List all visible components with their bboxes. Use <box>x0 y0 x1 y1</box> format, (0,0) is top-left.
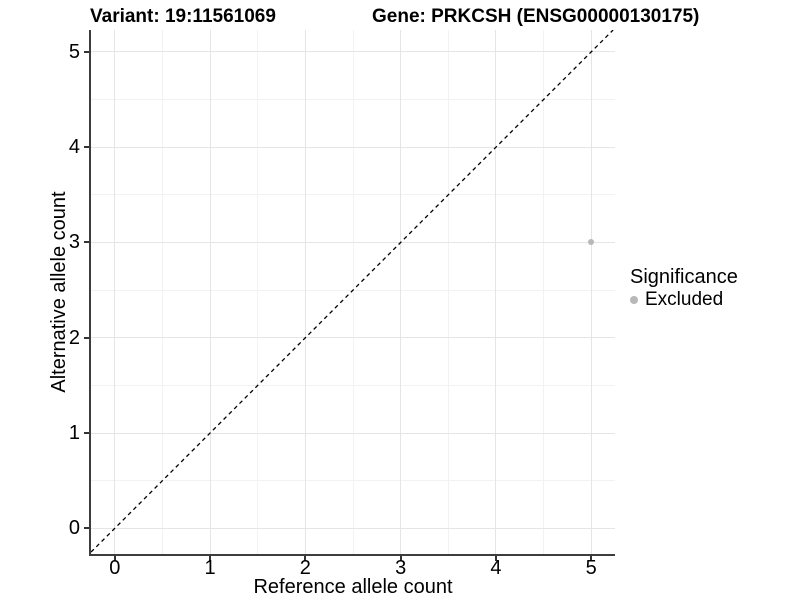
major-gridline-x <box>400 30 402 554</box>
legend: Significance Excluded <box>630 266 738 310</box>
y-axis-tick <box>84 241 89 244</box>
minor-gridline-x <box>352 30 354 554</box>
minor-gridline-x <box>161 30 163 554</box>
plot-panel <box>89 30 615 556</box>
gene-title: Gene: PRKCSH (ENSG00000130175) <box>372 6 700 27</box>
legend-entry-label: Excluded <box>645 289 724 310</box>
major-gridline-x <box>304 30 306 554</box>
x-axis-title: Reference allele count <box>253 576 453 598</box>
x-tick-label: 3 <box>395 557 407 579</box>
legend-entries: Excluded <box>630 289 738 310</box>
x-axis-tick <box>304 556 307 561</box>
x-tick-label: 5 <box>585 557 597 579</box>
major-gridline-y <box>91 51 615 53</box>
major-gridline-y <box>91 337 615 339</box>
legend-title: Significance <box>630 266 738 288</box>
y-axis-title: Alternative allele count <box>48 191 70 393</box>
identity-line <box>91 30 614 553</box>
major-gridline-y <box>91 241 615 243</box>
minor-gridline-x <box>257 30 259 554</box>
x-axis-tick <box>494 556 497 561</box>
y-tick-label: 5 <box>68 40 80 63</box>
major-gridline-x <box>590 30 592 554</box>
minor-gridline-y <box>91 384 615 386</box>
legend-entry: Excluded <box>630 289 738 310</box>
x-axis-tick <box>209 556 212 561</box>
y-tick-label: 0 <box>68 517 80 540</box>
y-tick-label: 4 <box>68 136 80 159</box>
y-tick-label: 2 <box>68 326 80 349</box>
data-point <box>588 239 595 246</box>
minor-gridline-y <box>91 480 615 482</box>
major-gridline-y <box>91 527 615 529</box>
major-gridline-x <box>114 30 116 554</box>
y-axis-tick <box>84 146 89 149</box>
minor-gridline-y <box>91 194 615 196</box>
x-tick-label: 1 <box>204 557 216 579</box>
x-axis-tick <box>399 556 402 561</box>
major-gridline-x <box>495 30 497 554</box>
y-tick-label: 1 <box>68 422 80 444</box>
x-axis-tick <box>590 556 593 561</box>
y-axis-tick <box>84 432 89 434</box>
y-axis-tick <box>84 336 89 339</box>
minor-gridline-y <box>91 99 615 101</box>
x-tick-label: 0 <box>109 557 121 579</box>
minor-gridline-x <box>447 30 449 554</box>
legend-point-icon <box>630 295 638 304</box>
y-axis-tick <box>84 527 89 530</box>
y-tick-label: 3 <box>68 231 80 254</box>
variant-title: Variant: 19:11561069 <box>90 6 276 27</box>
minor-gridline-x <box>543 30 545 554</box>
x-tick-label: 4 <box>490 557 502 579</box>
x-tick-label: 2 <box>299 557 311 579</box>
major-gridline-y <box>91 432 615 434</box>
major-gridline-y <box>91 146 615 148</box>
identity-line-layer <box>91 30 614 553</box>
x-axis-tick <box>113 556 116 561</box>
major-gridline-x <box>209 30 211 554</box>
y-axis-tick <box>84 50 89 53</box>
